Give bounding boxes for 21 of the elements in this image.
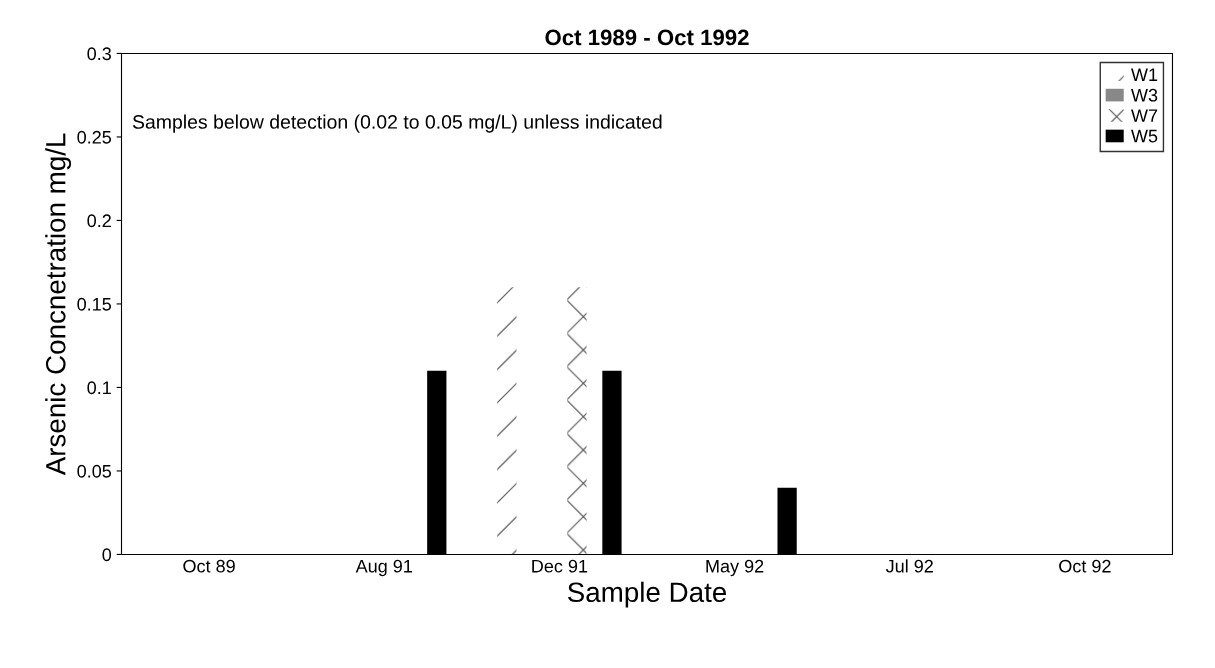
y-axis-title: Arsenic Concnetration mg/L <box>45 133 72 476</box>
y-tick-label: 0 <box>102 548 112 562</box>
legend-label: W7 <box>1131 109 1158 122</box>
y-tick-label: 0.15 <box>77 297 112 311</box>
x-tick-label: Oct 92 <box>1059 559 1111 573</box>
legend-label: W3 <box>1131 88 1158 102</box>
y-tick-label: 0.1 <box>87 381 111 395</box>
y-tick-label: 0.3 <box>87 47 111 61</box>
legend-label: W1 <box>1131 68 1158 81</box>
x-tick-label: Aug 91 <box>355 559 412 577</box>
y-tick-label: 0.2 <box>87 214 111 228</box>
legend-label: W5 <box>1131 129 1158 143</box>
chart-title: Oct 1989 - Oct 1992 <box>545 29 749 46</box>
x-tick-label: Oct 89 <box>183 559 235 573</box>
y-tick-label: 0.25 <box>77 130 112 144</box>
y-tick-label: 0.05 <box>77 464 112 478</box>
x-axis-title: Sample Date <box>567 581 727 608</box>
x-tick-label: Dec 91 <box>532 559 588 573</box>
x-tick-label: May 92 <box>706 559 764 577</box>
x-tick-label: Jul 92 <box>885 559 933 573</box>
annotation: Samples below detection (0.02 to 0.05 mg/L) unless indicated <box>132 114 662 133</box>
